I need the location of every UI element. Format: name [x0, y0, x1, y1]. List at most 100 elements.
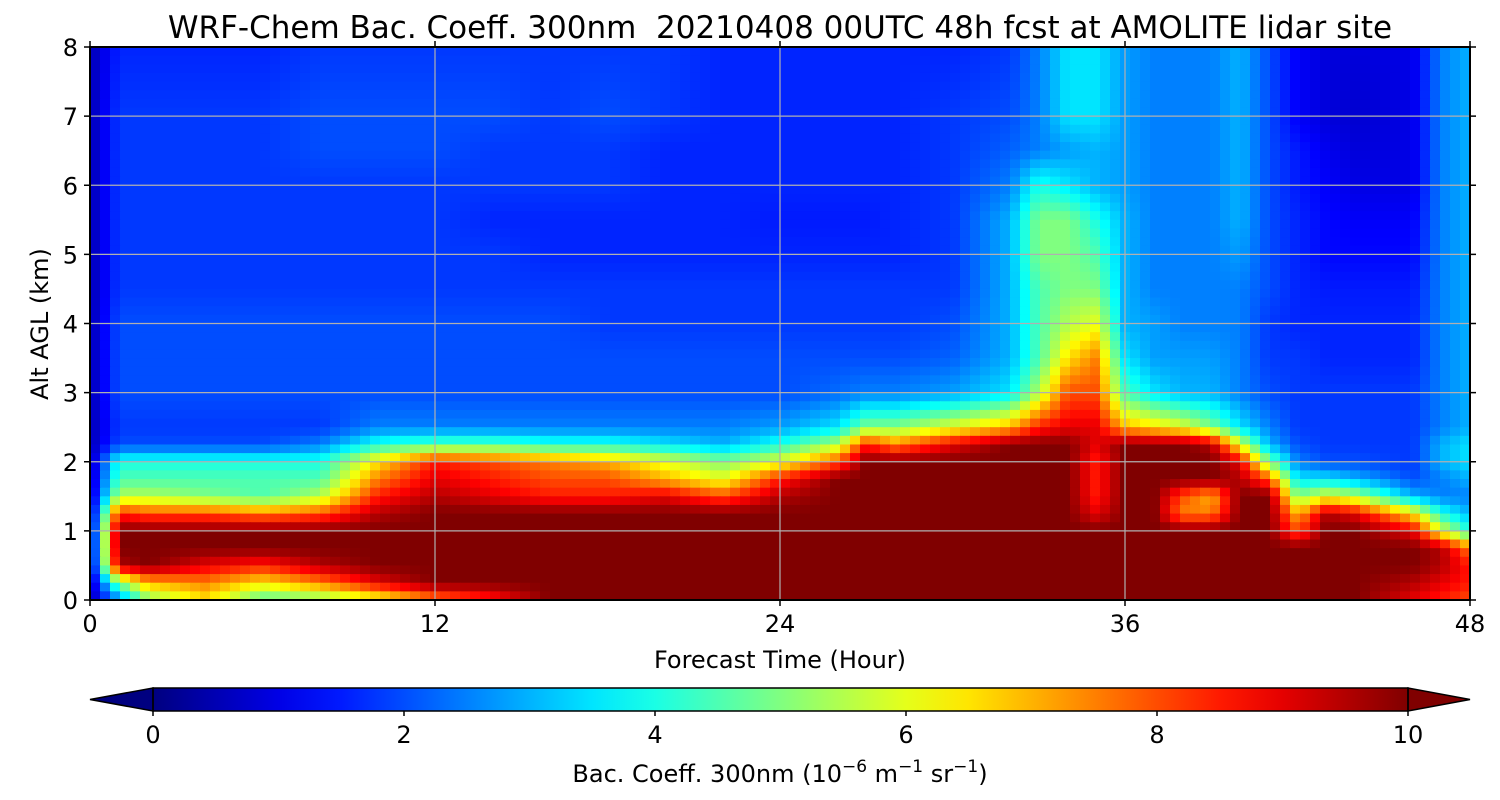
heatmap-cell	[1380, 323, 1391, 333]
heatmap-cell	[450, 280, 461, 290]
heatmap-cell	[1450, 314, 1461, 325]
heatmap-cell	[1020, 193, 1031, 204]
heatmap-cell	[250, 314, 261, 325]
heatmap-cell	[1070, 254, 1081, 264]
heatmap-cell	[130, 306, 141, 316]
heatmap-cell	[450, 323, 461, 333]
heatmap-cell	[370, 90, 381, 100]
heatmap-cell	[450, 167, 461, 178]
heatmap-cell	[1100, 176, 1111, 186]
heatmap-cell	[640, 211, 651, 221]
heatmap-cell	[1430, 133, 1441, 143]
heatmap-cell	[910, 314, 921, 325]
heatmap-cell	[1420, 280, 1431, 290]
heatmap-cell	[340, 211, 351, 221]
heatmap-cell	[540, 323, 551, 333]
heatmap-cell	[380, 142, 391, 152]
heatmap-cell	[980, 288, 991, 299]
heatmap-cell	[1420, 47, 1431, 57]
heatmap-cell	[1210, 349, 1221, 359]
heatmap-cell	[780, 202, 791, 212]
heatmap-cell	[1320, 159, 1331, 169]
heatmap-cell	[740, 176, 751, 186]
heatmap-cell	[760, 167, 771, 178]
heatmap-cell	[980, 107, 991, 117]
heatmap-cell	[370, 202, 381, 212]
heatmap-cell	[880, 297, 891, 307]
heatmap-cell	[370, 159, 381, 169]
heatmap-cell	[1290, 124, 1301, 135]
heatmap-cell	[900, 314, 911, 325]
heatmap-cell	[800, 55, 811, 65]
heatmap-cell	[1030, 47, 1041, 57]
heatmap-cell	[1270, 219, 1281, 230]
heatmap-cell	[310, 263, 321, 273]
heatmap-cell	[1380, 349, 1391, 359]
heatmap-cell	[810, 314, 821, 325]
heatmap-cell	[950, 107, 961, 117]
heatmap-cell	[270, 263, 281, 273]
heatmap-cell	[1190, 55, 1201, 65]
heatmap-cell	[550, 133, 561, 143]
heatmap-cell	[530, 176, 541, 186]
heatmap-cell	[1100, 263, 1111, 273]
heatmap-cell	[1430, 323, 1441, 333]
heatmap-cell	[1160, 219, 1171, 230]
heatmap-cell	[1460, 64, 1470, 74]
heatmap-cell	[1080, 142, 1091, 152]
heatmap-cell	[480, 211, 491, 221]
heatmap-cell	[380, 228, 391, 238]
heatmap-cell	[490, 306, 501, 316]
heatmap-cell	[1080, 159, 1091, 169]
heatmap-cell	[470, 116, 481, 126]
heatmap-cell	[1310, 116, 1321, 126]
heatmap-cell	[720, 90, 731, 100]
heatmap-cell	[510, 237, 521, 247]
heatmap-cell	[810, 107, 821, 117]
heatmap-cell	[500, 133, 511, 143]
heatmap-cell	[410, 271, 421, 281]
heatmap-cell	[1390, 116, 1401, 126]
heatmap-cell	[600, 254, 611, 264]
heatmap-cell	[1170, 159, 1181, 169]
heatmap-cell	[830, 254, 841, 264]
heatmap-cell	[1230, 90, 1241, 100]
heatmap-cell	[530, 271, 541, 281]
heatmap-cell	[880, 237, 891, 247]
heatmap-cell	[420, 116, 431, 126]
heatmap-cell	[530, 340, 541, 351]
heatmap-cell	[440, 193, 451, 204]
heatmap-cell	[1240, 263, 1251, 273]
heatmap-cell	[300, 323, 311, 333]
heatmap-cell	[490, 90, 501, 100]
heatmap-cell	[670, 349, 681, 359]
heatmap-cell	[1450, 116, 1461, 126]
heatmap-cell	[1110, 245, 1121, 255]
heatmap-cell	[1070, 271, 1081, 281]
heatmap-cell	[740, 245, 751, 255]
heatmap-cell	[510, 98, 521, 109]
heatmap-cell	[840, 332, 851, 342]
heatmap-cell	[420, 133, 431, 143]
heatmap-cell	[950, 159, 961, 169]
heatmap-cell	[540, 159, 551, 169]
heatmap-cell	[240, 81, 251, 91]
heatmap-cell	[1250, 116, 1261, 126]
heatmap-cell	[170, 47, 181, 57]
heatmap-cell	[320, 107, 331, 117]
heatmap-cell	[940, 332, 951, 342]
heatmap-cell	[900, 81, 911, 91]
heatmap-cell	[640, 185, 651, 195]
heatmap-cell	[1100, 98, 1111, 109]
heatmap-cell	[520, 150, 531, 160]
heatmap-cell	[920, 133, 931, 143]
heatmap-cell	[1010, 288, 1021, 299]
heatmap-cell	[610, 193, 621, 204]
heatmap-cell	[1160, 167, 1171, 178]
heatmap-cell	[410, 185, 421, 195]
heatmap-cell	[1460, 323, 1470, 333]
heatmap-cell	[1370, 55, 1381, 65]
heatmap-cell	[1370, 306, 1381, 316]
heatmap-cell	[610, 271, 621, 281]
heatmap-cell	[1360, 314, 1371, 325]
